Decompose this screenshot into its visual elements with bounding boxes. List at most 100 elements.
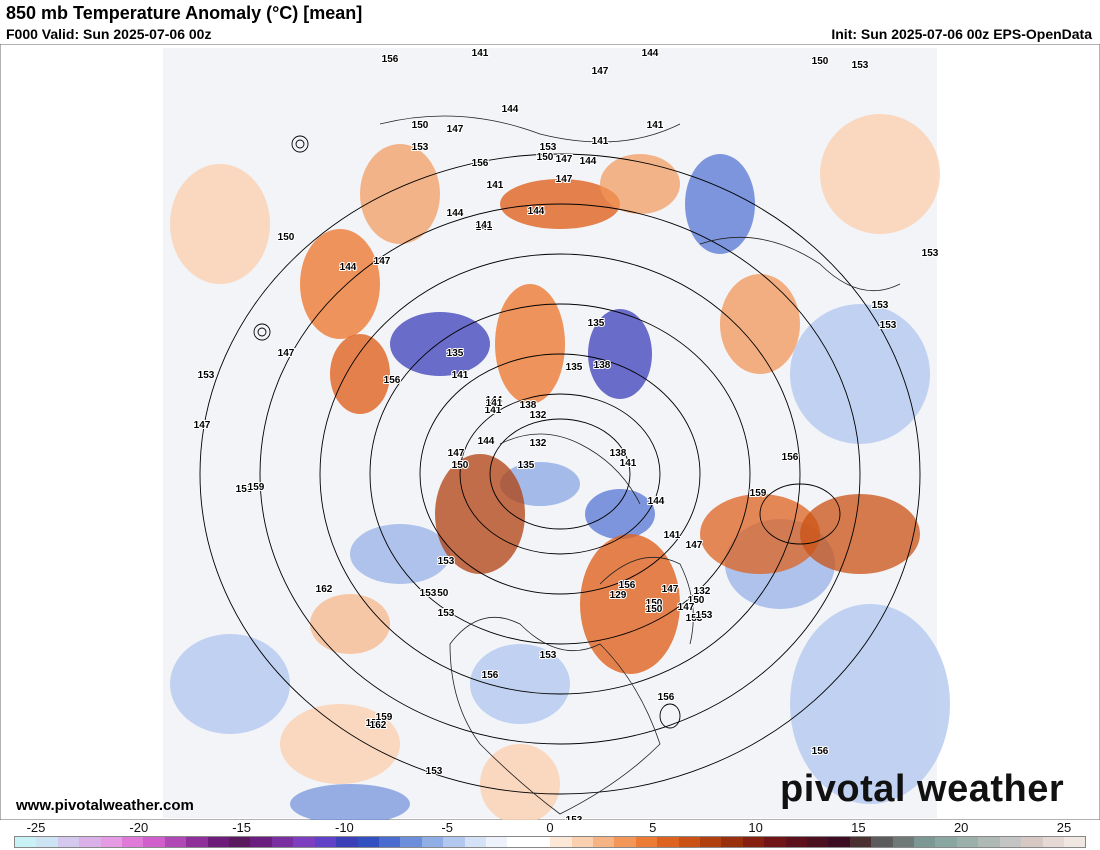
contour-label: 153 xyxy=(198,370,215,381)
map-title: 850 mb Temperature Anomaly (°C) [mean] xyxy=(6,3,363,23)
coastlines xyxy=(379,115,901,815)
contour-label: 150 xyxy=(278,232,295,243)
contour-label: 153 xyxy=(420,588,437,599)
contour-label: 141 xyxy=(620,458,637,469)
contour-label: 159 xyxy=(248,482,265,493)
colorbar-swatch xyxy=(978,837,1000,847)
contour-label: 147 xyxy=(447,124,464,135)
colorbar-swatch xyxy=(657,837,679,847)
colorbar-swatch xyxy=(122,837,144,847)
contour-label: 135 xyxy=(518,460,535,471)
contour-label: 144 xyxy=(502,104,519,115)
contour-label: 138 xyxy=(610,448,627,459)
contour-label: 141 xyxy=(476,220,493,231)
colorbar-swatch xyxy=(871,837,893,847)
contour-label: 153 xyxy=(438,556,455,567)
colorbar-swatch xyxy=(807,837,829,847)
contour-label: 141 xyxy=(452,370,469,381)
colorbar-swatch xyxy=(785,837,808,847)
colorbar-swatch xyxy=(36,837,58,847)
contour-label: 141 xyxy=(486,398,503,409)
contour-label: 153 xyxy=(696,610,713,621)
contour-label: 141 xyxy=(485,405,502,416)
contour-label: 162 xyxy=(316,584,333,595)
colorbar-swatch xyxy=(592,837,615,847)
colorbar-swatch xyxy=(528,837,551,847)
contour-label: 147 xyxy=(374,256,391,267)
contour-label: 144 xyxy=(478,436,495,447)
init-time: Init: Sun 2025-07-06 00z EPS-OpenData xyxy=(831,26,1092,42)
contour-label: 153 xyxy=(852,60,869,71)
colorbar-swatch xyxy=(229,837,251,847)
contour-label: 132 xyxy=(694,586,711,597)
contour-label: 150 xyxy=(432,588,449,599)
colorbar-swatch xyxy=(421,837,444,847)
contour-label: 150 xyxy=(412,120,429,131)
colorbar-swatch xyxy=(571,837,593,847)
contour-label: 156 xyxy=(782,452,799,463)
colorbar-swatch xyxy=(400,837,422,847)
contour-label: 153 xyxy=(438,608,455,619)
contour-label: 156 xyxy=(812,746,829,757)
colorbar-swatch xyxy=(443,837,465,847)
colorbar-tick-label: 25 xyxy=(1056,820,1072,835)
contour-label: 150 xyxy=(688,595,705,606)
website-credit[interactable]: www.pivotalweather.com xyxy=(16,797,194,814)
contour-label: 135 xyxy=(588,318,605,329)
contour-label: 141 xyxy=(487,180,504,191)
contour-label: 159 xyxy=(750,488,767,499)
colorbar-tick-label: 10 xyxy=(748,820,763,835)
contour-label: 144 xyxy=(642,48,659,59)
contour-label: 147 xyxy=(278,348,295,359)
contour-label: 156 xyxy=(619,580,636,591)
colorbar-swatch xyxy=(849,837,872,847)
height-contours xyxy=(199,135,921,795)
contour-label: 156 xyxy=(384,375,401,386)
colorbar-tick-label: 15 xyxy=(851,820,866,835)
colorbar-swatch xyxy=(485,837,508,847)
contour-label: 153 xyxy=(236,484,253,495)
colorbar-swatch xyxy=(250,837,272,847)
contour-label: 144 xyxy=(580,156,597,167)
contour-label: 153 xyxy=(412,142,429,153)
contour-label: 153 xyxy=(566,815,583,820)
contour-label: 150 xyxy=(646,598,663,609)
colorbar-swatch xyxy=(550,837,572,847)
colorbar-swatch xyxy=(100,837,123,847)
contour-label: 156 xyxy=(366,718,383,729)
contour-label: 144 xyxy=(486,395,503,406)
contour-label: 159 xyxy=(376,712,393,723)
contour-label: 147 xyxy=(662,584,679,595)
colorbar-tick-label: -25 xyxy=(26,820,46,835)
colorbar-tick-label: -10 xyxy=(334,820,354,835)
colorbar-swatch xyxy=(935,837,957,847)
contour-label: 153 xyxy=(686,613,703,624)
colorbar-swatch xyxy=(293,837,315,847)
contour-label: 141 xyxy=(647,120,664,131)
colorbar-swatch xyxy=(464,837,486,847)
contour-label: 138 xyxy=(520,400,537,411)
contour-label: 141 xyxy=(476,222,493,233)
anomaly-shading xyxy=(163,48,950,820)
contour-label: 147 xyxy=(556,154,573,165)
contour-label: 144 xyxy=(447,208,464,219)
map-panel[interactable]: 141 144 147 150 153 156 141 150 147 153 156 144 141 1… xyxy=(0,44,1100,820)
colorbar-tick-label: -20 xyxy=(129,820,149,835)
colorbar-swatch xyxy=(914,837,936,847)
colorbar-swatch xyxy=(1042,837,1064,847)
contour-label: 132 xyxy=(530,410,547,421)
colorbar-swatch xyxy=(721,837,743,847)
colorbar-swatch xyxy=(1063,837,1086,847)
contour-label: 150 xyxy=(537,152,554,163)
valid-time: F000 Valid: Sun 2025-07-06 00z xyxy=(6,26,212,42)
colorbar-swatch xyxy=(186,837,208,847)
contour-label: 150 xyxy=(646,604,663,615)
pivotal-weather-logo: pivotal weather xyxy=(780,768,1065,810)
colorbar-swatch xyxy=(143,837,165,847)
contour-label: 135 xyxy=(447,348,464,359)
contour-label: 156 xyxy=(472,158,489,169)
contour-label: 135 xyxy=(566,362,583,373)
contour-label: 132 xyxy=(530,438,547,449)
contour-label: 150 xyxy=(452,460,469,471)
contour-label: 153 xyxy=(922,248,939,259)
